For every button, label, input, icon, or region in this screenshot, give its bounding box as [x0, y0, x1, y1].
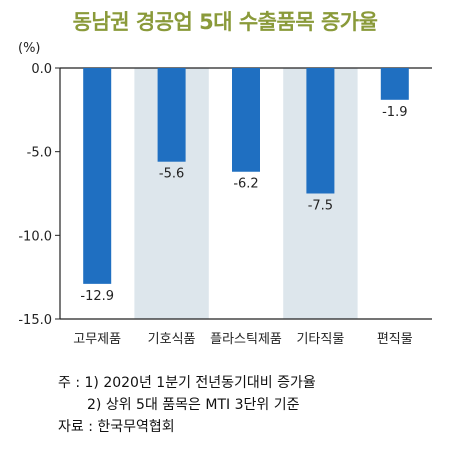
footnote-1: 주 : 1) 2020년 1분기 전년동기대비 증가율: [58, 372, 316, 394]
category-label-4: 편직물: [377, 332, 413, 347]
footnotes: 주 : 1) 2020년 1분기 전년동기대비 증가율 2) 상위 5대 품목은…: [58, 372, 316, 438]
bar-4: [380, 68, 409, 100]
bar-3: [306, 68, 335, 194]
footnote-2-prefix: 2): [87, 397, 102, 413]
category-label-2: 플라스틱제품: [210, 332, 282, 347]
chart-title: 동남권 경공업 5대 수출품목 증가율: [72, 10, 378, 34]
footnote-1-text: 2020년 1분기 전년동기대비 증가율: [103, 375, 316, 391]
data-label-0: -12.9: [80, 289, 114, 304]
data-label-3: -7.5: [308, 199, 333, 214]
bar-2: [232, 68, 260, 172]
data-label-2: -6.2: [233, 177, 258, 192]
footnote-2: 2) 상위 5대 품목은 MTI 3단위 기준: [58, 394, 316, 416]
bar-0: [83, 68, 112, 284]
bar-1: [157, 68, 186, 162]
category-label-3: 기타직물: [296, 332, 344, 347]
source-note: 자료 : 한국무역협회: [58, 419, 175, 435]
data-label-4: -1.9: [382, 105, 407, 120]
footnote-2-text: 상위 5대 품목은 MTI 3단위 기준: [105, 397, 300, 413]
footnote-1-prefix: 주 : 1): [58, 375, 99, 391]
y-tick-label-2: -10.0: [18, 229, 52, 244]
y-tick-label-1: -5.0: [27, 146, 52, 161]
data-label-1: -5.6: [159, 167, 184, 182]
y-tick-label-3: -15.0: [18, 313, 52, 328]
y-tick-label-0: 0.0: [31, 62, 52, 77]
y-axis-unit-label: (%): [18, 41, 41, 56]
category-label-1: 기호식품: [148, 332, 196, 347]
category-label-0: 고무제품: [73, 332, 121, 347]
